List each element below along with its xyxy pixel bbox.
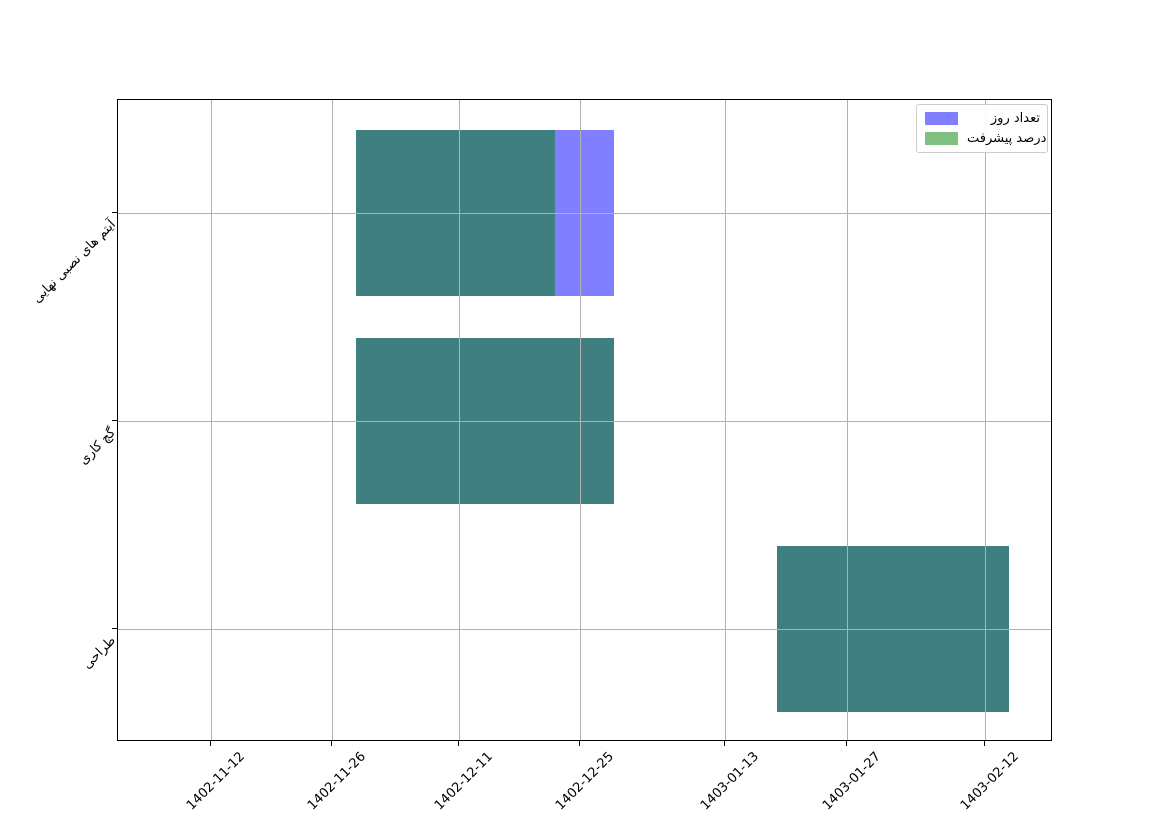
y-axis-tick-label: گچ کاری — [76, 425, 119, 468]
gridline-horizontal — [118, 212, 1051, 214]
y-axis-tick — [112, 628, 117, 630]
gridline-vertical — [847, 100, 849, 740]
y-axis-tick-label: طراحی — [79, 633, 119, 673]
legend: تعداد روز درصد پیشرفت — [916, 104, 1048, 153]
gridline-horizontal — [118, 629, 1051, 630]
gridline-vertical — [985, 100, 987, 740]
legend-swatch-progress — [925, 132, 958, 145]
gridline-vertical — [211, 100, 213, 740]
gantt-bar-progress — [356, 337, 614, 505]
legend-entry: تعداد روز — [925, 111, 1040, 126]
gridline-horizontal — [118, 421, 1051, 422]
gridline-vertical — [725, 100, 726, 740]
x-axis-tick — [984, 741, 986, 746]
gridline-vertical — [332, 100, 334, 740]
gridline-vertical — [579, 100, 581, 740]
legend-swatch-duration — [925, 112, 958, 125]
legend-label: تعداد روز — [990, 111, 1040, 126]
y-axis-tick-label: آیتم های نصبی نهایی — [29, 217, 119, 307]
y-axis-tick — [112, 420, 117, 422]
gridline-vertical — [458, 100, 460, 740]
legend-label: درصد پیشرفت — [967, 131, 1047, 146]
x-axis-tick — [457, 741, 460, 746]
x-axis-tick — [578, 741, 581, 746]
plot-area — [117, 99, 1052, 741]
x-axis-tick-label: 1402-11-12 — [183, 749, 248, 814]
x-axis-tick — [331, 741, 333, 746]
x-axis-tick — [210, 741, 212, 746]
legend-entry: درصد پیشرفت — [925, 131, 1046, 146]
x-axis-tick — [724, 741, 726, 746]
y-axis-tick — [112, 211, 117, 214]
x-axis-tick — [846, 741, 848, 746]
